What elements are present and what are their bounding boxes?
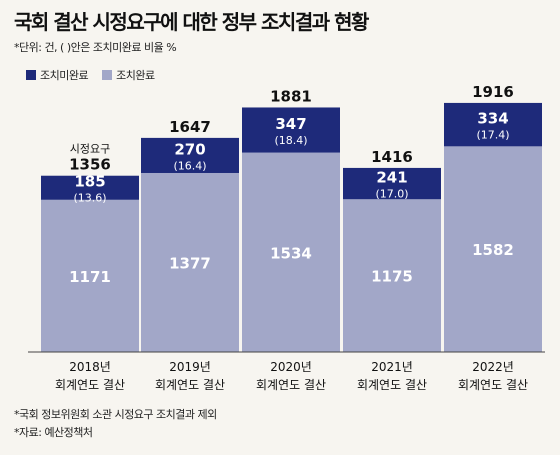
legend-item-pending: 조치미완료 bbox=[26, 67, 89, 83]
x-tick-desc-1: 회계연도 결산 bbox=[155, 378, 225, 392]
label-pending-4: 334 bbox=[477, 110, 508, 128]
legend-label-pending: 조치미완료 bbox=[40, 69, 89, 82]
label-pending-2: 347 bbox=[275, 115, 306, 133]
legend: 조치미완료 조치완료 bbox=[26, 67, 155, 83]
label-completed-1: 1377 bbox=[169, 254, 211, 272]
label-pending-rate-4: (17.4) bbox=[476, 129, 509, 142]
x-tick-year-3: 2021년 bbox=[371, 360, 413, 374]
footnote-exclusion: *국회 정보위원회 소관 시정요구 조치결과 제외 bbox=[14, 408, 217, 421]
x-tick-desc-3: 회계연도 결산 bbox=[357, 378, 427, 392]
label-total-3: 1416 bbox=[371, 148, 413, 166]
footnotes: *국회 정보위원회 소관 시정요구 조치결과 제외 *자료: 예산정책처 bbox=[14, 406, 217, 442]
bar-pending-0 bbox=[41, 175, 139, 200]
unit-note: *단위: 건, ( )안은 조치미완료 비율 % bbox=[14, 41, 177, 54]
legend-item-completed: 조치완료 bbox=[102, 67, 155, 83]
label-completed-4: 1582 bbox=[472, 241, 514, 259]
label-completed-0: 1171 bbox=[69, 268, 111, 286]
label-pending-0: 185 bbox=[74, 173, 105, 191]
label-completed-3: 1175 bbox=[371, 268, 413, 286]
label-pending-rate-0: (13.6) bbox=[73, 192, 106, 205]
label-pending-rate-2: (18.4) bbox=[274, 134, 307, 147]
legend-label-completed: 조치완료 bbox=[116, 69, 155, 82]
label-total-prefix: 시정요구 bbox=[70, 143, 110, 156]
bar-completed-3 bbox=[343, 199, 441, 352]
x-tick-desc-2: 회계연도 결산 bbox=[256, 378, 326, 392]
bar-completed-4 bbox=[444, 146, 542, 352]
label-pending-rate-1: (16.4) bbox=[173, 159, 206, 172]
legend-swatch-pending bbox=[26, 70, 36, 80]
bar-pending-2 bbox=[242, 107, 340, 153]
chart-title: 국회 결산 시정요구에 대한 정부 조치결과 현황 bbox=[14, 10, 369, 34]
x-tick-desc-4: 회계연도 결산 bbox=[458, 378, 528, 392]
legend-swatch-completed bbox=[102, 70, 113, 80]
label-total-4: 1916 bbox=[472, 83, 514, 101]
bar-pending-4 bbox=[444, 102, 542, 147]
footnote-source: *자료: 예산정책처 bbox=[14, 426, 93, 439]
x-tick-year-0: 2018년 bbox=[69, 360, 111, 374]
bar-pending-3 bbox=[343, 167, 441, 200]
label-total-1: 1647 bbox=[169, 118, 211, 136]
label-pending-rate-3: (17.0) bbox=[375, 188, 408, 201]
label-pending-1: 270 bbox=[174, 140, 205, 158]
bar-completed-0 bbox=[41, 199, 139, 352]
x-tick-year-4: 2022년 bbox=[472, 360, 514, 374]
label-total-2: 1881 bbox=[270, 87, 312, 105]
x-tick-year-1: 2019년 bbox=[169, 360, 211, 374]
bar-completed-1 bbox=[141, 172, 239, 352]
bar-pending-1 bbox=[141, 137, 239, 173]
bar-completed-2 bbox=[242, 152, 340, 352]
label-pending-3: 241 bbox=[376, 169, 407, 187]
label-completed-2: 1534 bbox=[270, 244, 312, 262]
x-tick-year-2: 2020년 bbox=[270, 360, 312, 374]
x-tick-desc-0: 회계연도 결산 bbox=[55, 378, 125, 392]
label-total-0: 1356 bbox=[69, 156, 111, 174]
